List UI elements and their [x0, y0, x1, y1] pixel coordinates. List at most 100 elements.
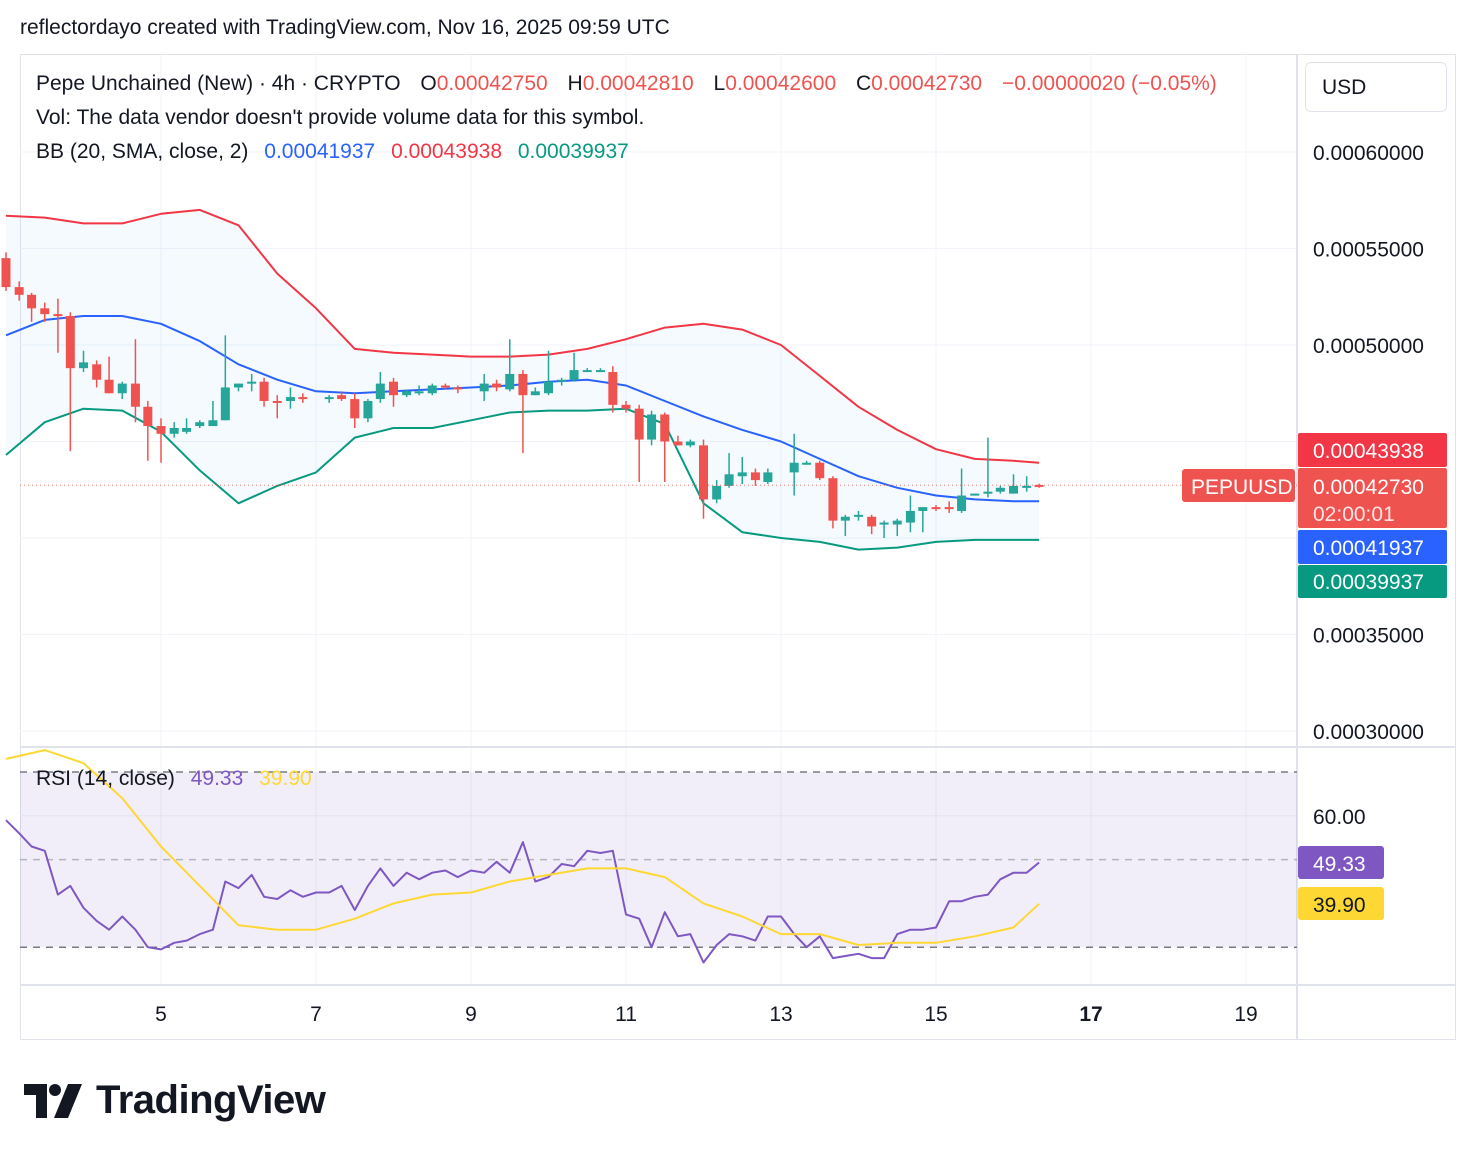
candle-body[interactable] — [389, 381, 398, 396]
close-value: 0.00042730 — [871, 72, 983, 95]
candle-body[interactable] — [350, 399, 360, 419]
candle-body[interactable] — [608, 372, 618, 405]
candle-body[interactable] — [647, 414, 657, 440]
rsi-legend: RSI (14, close) 49.33 39.90 — [36, 767, 312, 791]
candle-body[interactable] — [375, 383, 385, 400]
candle-body[interactable] — [169, 427, 179, 434]
candle-body[interactable] — [505, 373, 515, 390]
candle-body[interactable] — [595, 370, 605, 373]
candle-body[interactable] — [440, 385, 450, 388]
candle-body[interactable] — [995, 487, 1005, 492]
candle-body[interactable] — [634, 408, 644, 440]
candle-body[interactable] — [104, 379, 114, 394]
candle-body[interactable] — [867, 516, 877, 527]
candle-body[interactable] — [685, 441, 695, 446]
bb-lower-line[interactable] — [5, 407, 1040, 551]
candle-body[interactable] — [892, 520, 902, 525]
candle-body[interactable] — [840, 516, 850, 521]
tradingview-logo[interactable]: TradingView — [24, 1078, 326, 1123]
candle-body[interactable] — [363, 400, 373, 419]
close-label: C — [855, 72, 872, 95]
symbol-tag-bg — [1182, 469, 1295, 502]
bb-upper-line[interactable] — [5, 208, 1040, 464]
candle-body[interactable] — [220, 387, 230, 421]
candle-body[interactable] — [182, 427, 192, 432]
candle-body[interactable] — [453, 387, 463, 390]
candle-body[interactable] — [247, 381, 257, 384]
candle-body[interactable] — [802, 462, 812, 465]
candle-body[interactable] — [130, 383, 140, 407]
candle-body[interactable] — [957, 495, 967, 511]
candle-body[interactable] — [479, 383, 489, 392]
candle-body[interactable] — [518, 373, 528, 396]
candle-body[interactable] — [414, 391, 424, 394]
rsi-label[interactable]: RSI (14, close) — [36, 767, 175, 790]
price-tick-label: 0.00060000 — [1313, 142, 1424, 165]
rsi-line[interactable] — [5, 819, 1040, 964]
candle-body[interactable] — [324, 397, 334, 400]
candle-body[interactable] — [272, 400, 282, 403]
candle-body[interactable] — [569, 370, 579, 380]
candle-body[interactable] — [1022, 485, 1032, 488]
rsi-ma-line[interactable] — [5, 749, 1040, 946]
candle-body[interactable] — [673, 441, 683, 446]
candle-body[interactable] — [557, 379, 567, 382]
candle-body[interactable] — [79, 362, 88, 369]
candle-body[interactable] — [530, 391, 540, 396]
candle-body[interactable] — [65, 316, 75, 369]
candle-body[interactable] — [699, 445, 708, 500]
bb-label[interactable]: BB (20, SMA, close, 2) — [36, 140, 249, 163]
candle-body[interactable] — [737, 472, 747, 477]
candle-body[interactable] — [712, 485, 722, 500]
candle-body[interactable] — [854, 514, 863, 517]
bb-upper-badge-label: 0.00043938 — [1313, 440, 1424, 463]
candle-body[interactable] — [724, 474, 734, 486]
candle-body[interactable] — [259, 381, 269, 401]
candle-body[interactable] — [337, 395, 347, 400]
candle-body[interactable] — [234, 383, 243, 388]
candle-body[interactable] — [195, 422, 205, 427]
candle-body[interactable] — [750, 472, 760, 481]
candle-body[interactable] — [544, 381, 553, 394]
candle-body[interactable] — [298, 397, 308, 400]
candle-body[interactable] — [918, 507, 928, 511]
candle-body[interactable] — [621, 404, 631, 409]
candle-body[interactable] — [14, 287, 24, 295]
rsi-value-badge-label: 49.33 — [1313, 853, 1366, 876]
candle-body[interactable] — [905, 510, 915, 523]
chart-frame — [20, 54, 1456, 1040]
bb-basis-value: 0.00041937 — [264, 140, 376, 163]
candle-body[interactable] — [53, 314, 63, 317]
symbol-info[interactable]: Pepe Unchained (New) · 4h · CRYPTO — [36, 72, 401, 95]
candle-body[interactable] — [40, 308, 50, 315]
currency-selector[interactable]: USD — [1305, 62, 1447, 112]
candle-body[interactable] — [815, 462, 825, 479]
candle-body[interactable] — [285, 397, 295, 401]
candle-body[interactable] — [1034, 484, 1044, 487]
candle-body[interactable] — [983, 491, 993, 494]
candle-body[interactable] — [789, 462, 799, 473]
candle-body[interactable] — [27, 294, 37, 309]
candle-body[interactable] — [402, 391, 412, 396]
candle-body[interactable] — [1, 258, 11, 288]
candle-body[interactable] — [931, 507, 941, 510]
candle-body[interactable] — [970, 493, 980, 496]
time-axis-label: 15 — [924, 1003, 947, 1026]
candle-body[interactable] — [92, 364, 102, 380]
candle-body[interactable] — [1009, 485, 1018, 494]
candle-body[interactable] — [156, 426, 166, 434]
candle-body[interactable] — [208, 420, 218, 427]
candle-body[interactable] — [117, 383, 127, 394]
candle-body[interactable] — [427, 385, 437, 394]
candle-body[interactable] — [582, 370, 592, 373]
rsi-ma-badge-label: 39.90 — [1313, 894, 1366, 917]
candle-body[interactable] — [944, 507, 954, 510]
candle-body[interactable] — [763, 472, 773, 483]
candle-body[interactable] — [492, 383, 502, 388]
candle-body[interactable] — [660, 414, 670, 442]
candle-body[interactable] — [879, 522, 889, 525]
candle-body[interactable] — [143, 406, 153, 427]
bb-basis-line[interactable] — [5, 315, 1040, 503]
candle-body[interactable] — [828, 478, 838, 521]
